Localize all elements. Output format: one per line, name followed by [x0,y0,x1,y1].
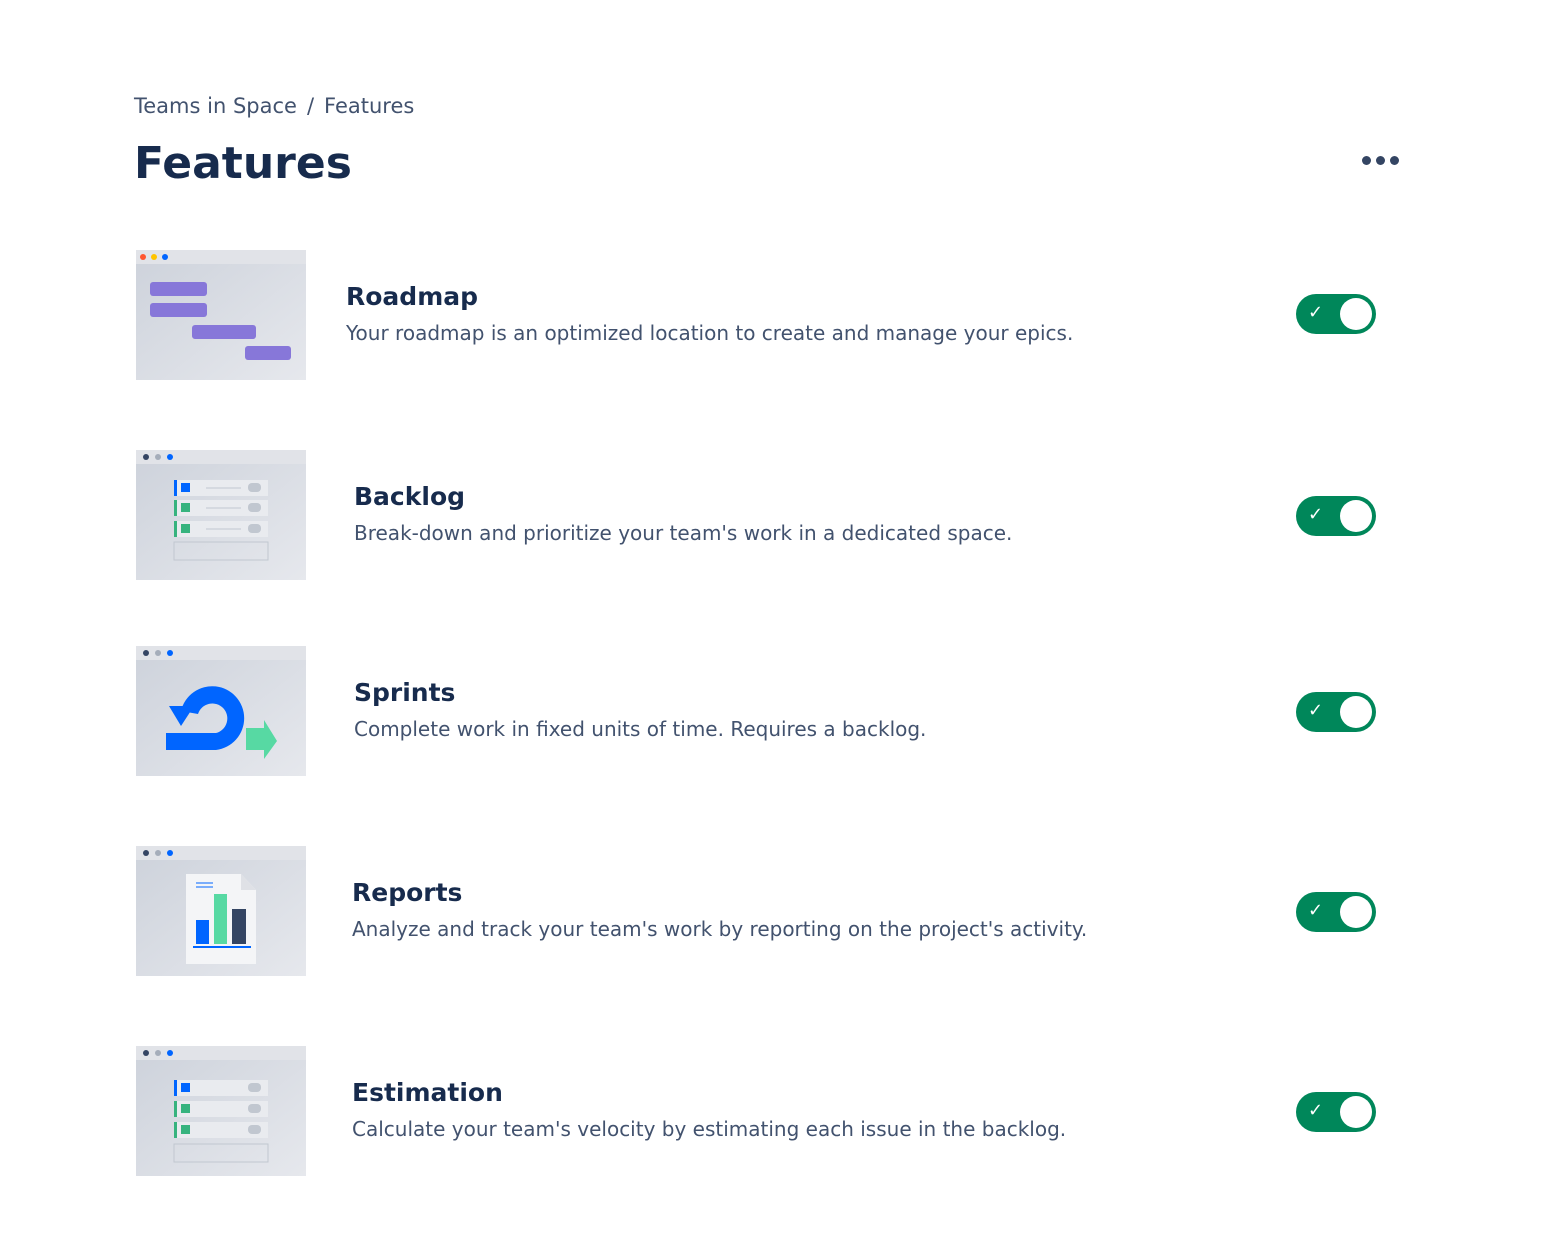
more-actions-button[interactable] [1362,156,1399,165]
feature-title: Roadmap [346,282,479,311]
breadcrumb-project-link[interactable]: Teams in Space [134,94,297,118]
feature-description: Complete work in fixed units of time. Re… [354,717,927,741]
reports-toggle[interactable]: ✓ [1296,892,1376,932]
more-horizontal-icon [1362,156,1371,165]
sprints-toggle[interactable]: ✓ [1296,692,1376,732]
check-icon: ✓ [1308,302,1324,323]
feature-row-roadmap: Roadmap Your roadmap is an optimized loc… [136,250,1386,380]
roadmap-toggle[interactable]: ✓ [1296,294,1376,334]
feature-row-reports: Reports Analyze and track your team's wo… [136,846,1386,976]
feature-row-backlog: Backlog Break-down and prioritize your t… [136,450,1386,580]
check-icon: ✓ [1308,504,1324,525]
check-icon: ✓ [1308,900,1324,921]
check-icon: ✓ [1308,700,1324,721]
check-icon: ✓ [1308,1100,1324,1121]
feature-title: Estimation [352,1078,503,1107]
roadmap-illustration [136,250,306,380]
estimation-illustration [136,1046,306,1176]
sprints-illustration [136,646,306,776]
feature-description: Your roadmap is an optimized location to… [346,321,1074,345]
page-title: Features [134,138,352,189]
feature-description: Calculate your team's velocity by estima… [352,1117,1067,1141]
feature-title: Backlog [354,482,466,511]
feature-description: Analyze and track your team's work by re… [352,917,1088,941]
feature-description: Break-down and prioritize your team's wo… [354,521,1013,545]
breadcrumb-separator: / [306,94,315,118]
estimation-toggle[interactable]: ✓ [1296,1092,1376,1132]
feature-row-estimation: Estimation Calculate your team's velocit… [136,1046,1386,1176]
feature-title: Reports [352,878,463,907]
breadcrumb-current[interactable]: Features [324,94,415,118]
reports-illustration [136,846,306,976]
backlog-illustration [136,450,306,580]
breadcrumb: Teams in Space / Features [134,94,414,118]
feature-title: Sprints [354,678,456,707]
backlog-toggle[interactable]: ✓ [1296,496,1376,536]
feature-row-sprints: Sprints Complete work in fixed units of … [136,646,1386,776]
